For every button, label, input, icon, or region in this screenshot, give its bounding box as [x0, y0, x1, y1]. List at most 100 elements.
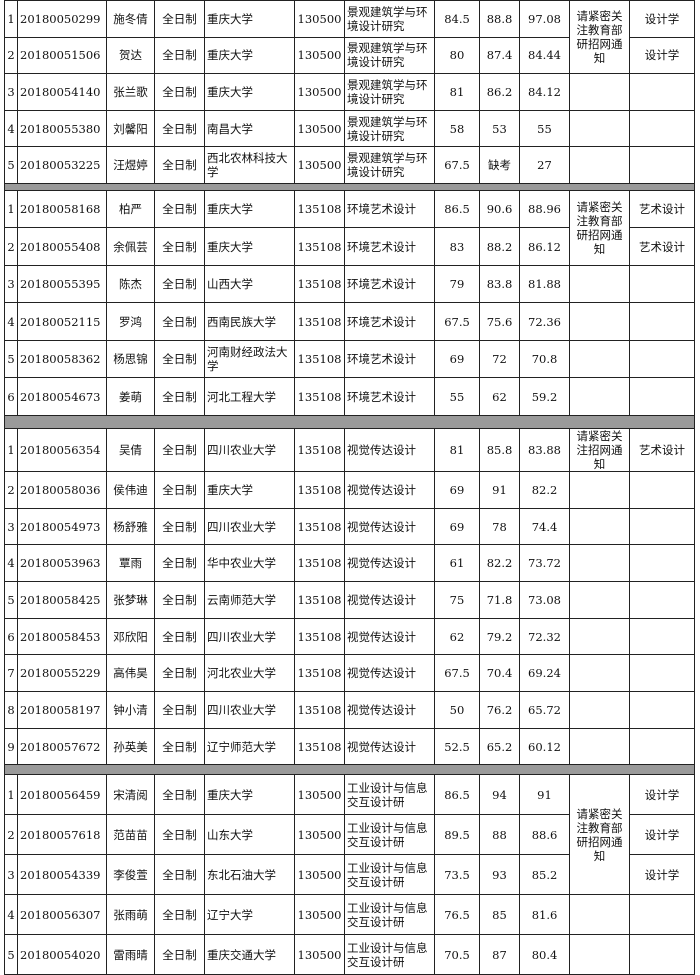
study-mode: 全日制 [154, 507, 205, 546]
empty-cell [569, 73, 630, 111]
university: 西南民族大学 [204, 302, 295, 341]
score-interview: 90.6 [479, 189, 520, 229]
row-number: 3 [4, 264, 18, 304]
direction: 艺术设计 [629, 427, 695, 472]
major-code: 130500 [294, 894, 345, 936]
candidate-name: 汪煜婷 [106, 146, 155, 184]
score-written: 67.5 [434, 654, 480, 693]
empty-cell [569, 581, 630, 619]
candidate-name: 杨思锦 [106, 339, 155, 379]
empty-cell [569, 727, 630, 766]
section-separator [4, 764, 695, 776]
study-mode: 全日制 [154, 934, 205, 975]
row-number: 5 [4, 339, 18, 379]
candidate-id: 20180056307 [17, 894, 107, 936]
study-mode: 全日制 [154, 581, 205, 619]
empty-cell [569, 109, 630, 148]
score-written: 61 [434, 544, 480, 583]
score-total: 82.2 [519, 470, 570, 509]
score-written: 58 [434, 109, 480, 148]
empty-cell [629, 264, 695, 304]
study-mode: 全日制 [154, 73, 205, 111]
candidate-id: 20180056354 [17, 427, 107, 472]
major-name: 环境艺术设计 [344, 189, 435, 229]
major-code: 135108 [294, 617, 345, 656]
empty-cell [629, 894, 695, 936]
score-written: 69 [434, 507, 480, 546]
candidate-id: 20180050299 [17, 0, 107, 38]
row-number: 2 [4, 470, 18, 509]
score-total: 81.6 [519, 894, 570, 936]
empty-cell [629, 146, 695, 184]
row-number: 4 [4, 544, 18, 583]
score-total: 74.4 [519, 507, 570, 546]
major-code: 130500 [294, 0, 345, 38]
major-name: 环境艺术设计 [344, 339, 435, 379]
university: 山西大学 [204, 264, 295, 304]
score-written: 69 [434, 339, 480, 379]
university: 四川农业大学 [204, 617, 295, 656]
major-name: 工业设计与信息交互设计研 [344, 774, 435, 816]
candidate-name: 吴倩 [106, 427, 155, 472]
major-name: 环境艺术设计 [344, 264, 435, 304]
candidate-name: 陈杰 [106, 264, 155, 304]
candidate-id: 20180055408 [17, 227, 107, 266]
study-mode: 全日制 [154, 109, 205, 148]
notice-cell: 请紧密关注教育部研招网通知 [569, 774, 630, 896]
empty-cell [629, 544, 695, 583]
major-name: 视觉传达设计 [344, 470, 435, 509]
score-total: 55 [519, 109, 570, 148]
separator-cell [4, 764, 695, 776]
university: 重庆大学 [204, 36, 295, 75]
direction: 设计学 [629, 774, 695, 816]
table-row: 1 20180050299 施冬倩 全日制 重庆大学 130500 景观建筑学与环境设计研究… [4, 0, 695, 75]
score-written: 86.5 [434, 774, 480, 816]
major-code: 135108 [294, 377, 345, 416]
notice-cell: 请紧密关注教育部研招网通知 [569, 189, 630, 266]
study-mode: 全日制 [154, 854, 205, 896]
candidate-name: 孙英美 [106, 727, 155, 766]
empty-cell [629, 691, 695, 729]
study-mode: 全日制 [154, 617, 205, 656]
score-interview: 82.2 [479, 544, 520, 583]
row-number: 3 [4, 73, 18, 111]
row-number: 6 [4, 377, 18, 416]
study-mode: 全日制 [154, 36, 205, 75]
score-interview: 88 [479, 814, 520, 856]
separator-cell [4, 414, 695, 429]
major-name: 环境艺术设计 [344, 227, 435, 266]
empty-cell [629, 73, 695, 111]
table-row: 1 20180058168 柏严 全日制 重庆大学 135108 环境艺术设计 86.5 90.… [4, 189, 695, 266]
row-number: 1 [4, 774, 18, 816]
empty-cell [629, 581, 695, 619]
score-interview: 94 [479, 774, 520, 816]
candidate-name: 余佩芸 [106, 227, 155, 266]
score-total: 81.88 [519, 264, 570, 304]
study-mode: 全日制 [154, 189, 205, 229]
major-name: 视觉传达设计 [344, 691, 435, 729]
table-row: 6 20180054673 姜萌 全日制 河北工程大学 135108 环境艺术设计 55 62 5… [4, 377, 695, 416]
direction: 设计学 [629, 854, 695, 896]
score-total: 73.08 [519, 581, 570, 619]
notice-cell: 请紧密关注招网通知 [569, 427, 630, 472]
empty-cell [569, 146, 630, 184]
score-written: 55 [434, 377, 480, 416]
university: 山东大学 [204, 814, 295, 856]
empty-cell [629, 302, 695, 341]
study-mode: 全日制 [154, 894, 205, 936]
row-number: 4 [4, 894, 18, 936]
major-code: 135108 [294, 581, 345, 619]
score-sheet: 1 20180050299 施冬倩 全日制 重庆大学 130500 景观建筑学与环境设计研究… [4, 0, 695, 975]
major-name: 景观建筑学与环境设计研究 [344, 73, 435, 111]
major-code: 135108 [294, 427, 345, 472]
candidate-id: 20180058197 [17, 691, 107, 729]
empty-cell [569, 934, 630, 975]
direction: 艺术设计 [629, 227, 695, 266]
row-number: 4 [4, 109, 18, 148]
major-name: 景观建筑学与环境设计研究 [344, 36, 435, 75]
study-mode: 全日制 [154, 339, 205, 379]
empty-cell [569, 617, 630, 656]
score-interview: 75.6 [479, 302, 520, 341]
major-code: 130500 [294, 774, 345, 816]
empty-cell [629, 934, 695, 975]
